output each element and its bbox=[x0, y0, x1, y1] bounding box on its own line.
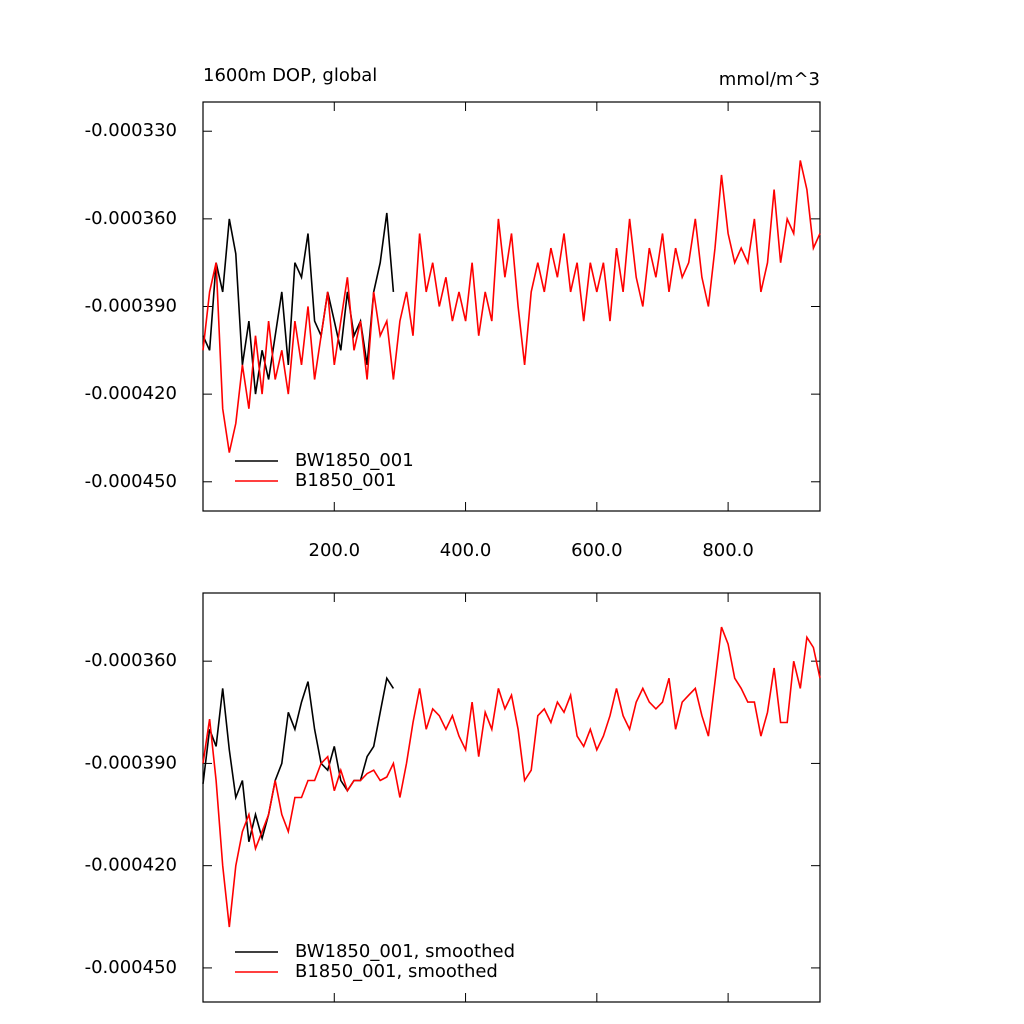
data-line bbox=[202, 626, 821, 928]
legend-label: BW1850_001, smoothed bbox=[295, 941, 515, 962]
legend-label: BW1850_001 bbox=[295, 450, 414, 471]
y-tick-label: -0.000420 bbox=[85, 383, 177, 404]
y-tick-label: -0.000420 bbox=[85, 855, 177, 876]
x-tick-label: 600.0 bbox=[571, 540, 623, 561]
chart-title: 1600m DOP, global bbox=[203, 65, 377, 86]
x-tick-label: 800.0 bbox=[702, 540, 754, 561]
x-tick-label: 200.0 bbox=[309, 540, 361, 561]
units-label: mmol/m^3 bbox=[719, 69, 820, 90]
legend-label: B1850_001 bbox=[295, 470, 397, 491]
y-tick-label: -0.000390 bbox=[85, 296, 177, 317]
y-tick-label: -0.000450 bbox=[85, 957, 177, 978]
y-tick-label: -0.000360 bbox=[85, 650, 177, 671]
y-tick-label: -0.000360 bbox=[85, 208, 177, 229]
x-tick-label: 400.0 bbox=[440, 540, 492, 561]
data-line bbox=[202, 676, 395, 842]
plot-frame bbox=[202, 592, 821, 1003]
y-tick-label: -0.000330 bbox=[85, 120, 177, 141]
legend-label: B1850_001, smoothed bbox=[295, 961, 498, 982]
data-line bbox=[202, 160, 821, 453]
y-tick-label: -0.000390 bbox=[85, 752, 177, 773]
y-tick-label: -0.000450 bbox=[85, 471, 177, 492]
